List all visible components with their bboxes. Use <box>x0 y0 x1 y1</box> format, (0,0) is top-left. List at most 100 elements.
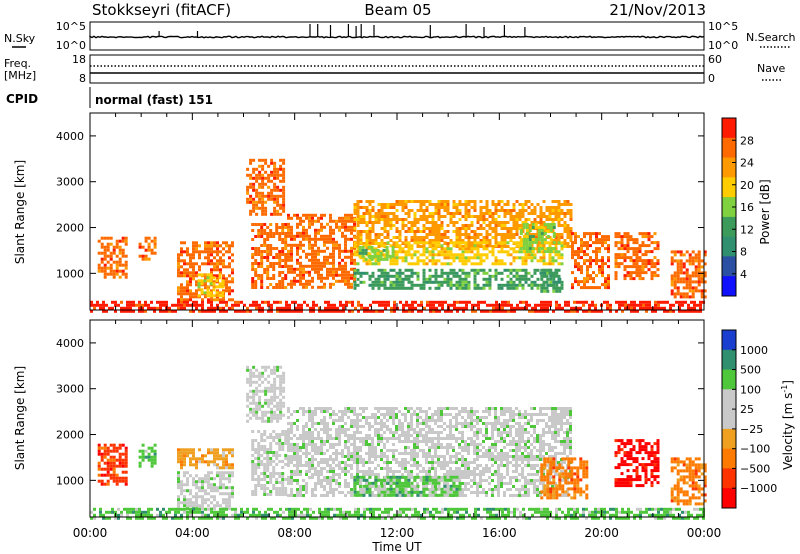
range-gate-cell <box>586 277 589 281</box>
range-gate-cell <box>212 294 216 298</box>
range-gate-cell <box>282 377 286 381</box>
range-gate-cell <box>278 493 282 496</box>
range-gate-cell <box>389 461 392 464</box>
range-gate-cell <box>546 250 550 253</box>
range-gate-cell <box>254 235 258 238</box>
range-gate-cell <box>153 455 157 459</box>
range-gate-cell <box>404 259 408 263</box>
range-gate-cell <box>273 176 277 180</box>
range-gate-cell <box>183 474 186 478</box>
range-gate-cell <box>467 280 471 284</box>
range-gate-cell <box>458 277 462 281</box>
range-gate-cell <box>368 239 372 242</box>
range-gate-cell <box>326 494 329 497</box>
range-gate-cell <box>251 469 255 472</box>
range-gate-cell <box>282 203 286 207</box>
range-gate-cell <box>246 404 250 408</box>
range-gate-cell <box>580 250 583 254</box>
range-gate-cell <box>598 268 601 272</box>
range-gate-cell <box>368 434 371 437</box>
range-gate-cell <box>434 286 438 290</box>
range-gate-cell <box>314 234 317 238</box>
range-gate-cell <box>338 467 341 470</box>
range-gate-cell <box>455 203 459 206</box>
range-gate-cell <box>198 486 201 490</box>
range-gate-cell <box>479 245 483 248</box>
range-gate-cell <box>540 303 543 307</box>
range-gate-cell <box>103 455 107 459</box>
range-gate-cell <box>276 413 280 417</box>
range-gate-cell <box>528 238 532 241</box>
range-gate-cell <box>109 242 113 246</box>
range-gate-cell <box>522 238 526 241</box>
range-gate-cell <box>697 256 701 260</box>
range-gate-cell <box>368 461 371 464</box>
range-gate-cell <box>383 416 386 419</box>
range-gate-cell <box>279 377 283 381</box>
range-gate-cell <box>210 483 213 487</box>
range-gate-cell <box>350 252 353 256</box>
range-gate-cell <box>204 501 207 505</box>
range-gate-cell <box>228 474 231 478</box>
range-gate-cell <box>691 286 695 290</box>
range-gate-cell <box>446 250 450 254</box>
range-gate-cell <box>258 401 262 405</box>
range-gate-cell <box>320 485 323 488</box>
range-gate-cell <box>332 273 335 277</box>
range-gate-cell <box>473 274 477 278</box>
range-gate-cell <box>549 250 553 253</box>
range-gate-cell <box>422 250 426 254</box>
range-gate-cell <box>282 179 286 183</box>
range-gate-cell <box>246 377 250 381</box>
range-gate-cell <box>279 407 283 411</box>
range-gate-cell <box>329 234 332 238</box>
range-gate-cell <box>159 303 162 307</box>
range-gate-cell <box>350 437 353 440</box>
range-gate-cell <box>231 471 234 475</box>
range-gate-cell <box>153 309 156 313</box>
range-gate-cell <box>515 256 519 260</box>
range-gate-cell <box>428 200 432 203</box>
range-gate-cell <box>219 300 222 304</box>
range-gate-cell <box>467 271 471 275</box>
range-gate-cell <box>540 289 544 293</box>
range-gate-cell <box>389 416 392 419</box>
range-gate-cell <box>583 241 586 245</box>
range-gate-cell <box>299 216 302 220</box>
colorbar-tick-label: 8 <box>740 246 747 259</box>
range-gate-cell <box>201 460 204 464</box>
range-gate-cell <box>485 245 489 248</box>
range-gate-cell <box>264 209 268 213</box>
range-gate-cell <box>347 470 350 473</box>
range-gate-cell <box>344 464 347 467</box>
range-gate-cell <box>407 200 411 203</box>
range-gate-cell <box>287 479 290 482</box>
range-gate-cell <box>462 309 465 313</box>
range-gate-cell <box>476 253 480 257</box>
range-gate-cell <box>422 200 426 203</box>
range-gate-cell <box>449 280 453 284</box>
range-gate-cell <box>407 280 411 284</box>
range-gate-cell <box>269 475 273 478</box>
range-gate-cell <box>279 365 283 369</box>
range-gate-cell <box>620 241 624 245</box>
range-gate-cell <box>118 476 122 480</box>
range-gate-cell <box>189 460 192 464</box>
range-gate-cell <box>279 392 283 396</box>
range-gate-cell <box>302 446 305 449</box>
range-gate-cell <box>464 271 468 275</box>
range-gate-cell <box>395 256 399 260</box>
range-gate-cell <box>218 291 222 295</box>
range-gate-cell <box>305 264 308 268</box>
range-gate-cell <box>218 276 222 280</box>
range-gate-cell <box>534 241 538 244</box>
range-gate-cell <box>488 239 492 242</box>
range-gate-cell <box>299 464 302 467</box>
range-gate-cell <box>186 247 189 251</box>
range-gate-cell <box>302 270 305 274</box>
range-gate-cell <box>141 245 145 249</box>
range-gate-cell <box>359 431 362 434</box>
range-gate-cell <box>106 236 110 240</box>
range-gate-cell <box>679 277 683 281</box>
range-gate-cell <box>338 476 341 479</box>
